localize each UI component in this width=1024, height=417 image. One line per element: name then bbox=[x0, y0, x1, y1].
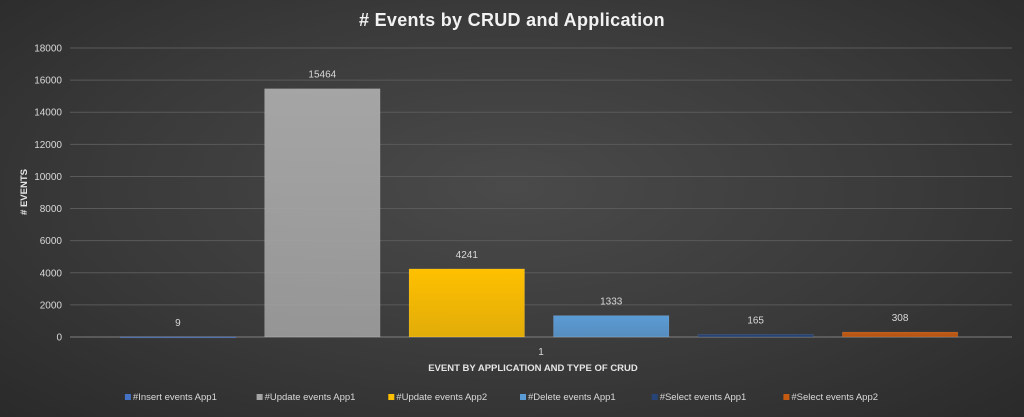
legend-item: #Update events App2 bbox=[388, 392, 487, 403]
y-tick-label: 12000 bbox=[34, 140, 62, 151]
gridlines bbox=[70, 47, 1012, 338]
legend-swatch bbox=[388, 394, 395, 400]
y-tick-label: 2000 bbox=[40, 300, 63, 311]
legend-swatch bbox=[783, 394, 790, 400]
bar bbox=[553, 315, 670, 338]
x-axis-ticks: 1 bbox=[538, 347, 544, 358]
bar bbox=[119, 336, 236, 339]
bar bbox=[408, 268, 525, 338]
bar bbox=[264, 88, 381, 338]
legend-label: #Insert events App1 bbox=[133, 392, 217, 403]
legend-label: #Update events App2 bbox=[396, 392, 487, 403]
legend-label: #Update events App1 bbox=[265, 392, 356, 403]
data-label: 165 bbox=[747, 315, 764, 326]
chart-title: # Events by CRUD and Application bbox=[359, 10, 665, 30]
legend-item: #Update events App1 bbox=[256, 392, 356, 403]
legend-item: #Insert events App1 bbox=[124, 392, 217, 403]
y-tick-label: 16000 bbox=[34, 76, 62, 87]
y-tick-label: 0 bbox=[56, 333, 62, 344]
data-labels: 9 15464 4241 1333 165 308 bbox=[175, 70, 909, 329]
legend-swatch bbox=[520, 394, 526, 400]
bars bbox=[119, 88, 959, 339]
data-label: 15464 bbox=[308, 70, 336, 81]
legend-swatch bbox=[651, 394, 658, 400]
x-tick-label: 1 bbox=[538, 347, 544, 358]
x-axis-title: EVENT BY APPLICATION AND TYPE OF CRUD bbox=[428, 363, 638, 374]
y-axis-title: # EVENTS bbox=[19, 169, 30, 215]
legend: #Insert events App1 #Update events App1 #U… bbox=[124, 392, 878, 403]
data-label: 1333 bbox=[600, 297, 623, 308]
legend-label: #Select events App2 bbox=[791, 392, 878, 403]
legend-label: #Select events App1 bbox=[660, 392, 747, 403]
y-tick-label: 8000 bbox=[40, 204, 63, 215]
y-tick-label: 14000 bbox=[34, 108, 62, 119]
bar bbox=[697, 334, 814, 338]
legend-item: #Select events App2 bbox=[783, 392, 878, 403]
y-tick-label: 6000 bbox=[40, 236, 63, 247]
y-tick-label: 10000 bbox=[34, 172, 62, 183]
y-tick-label: 4000 bbox=[40, 268, 63, 279]
data-label: 4241 bbox=[456, 250, 479, 261]
y-tick-label: 18000 bbox=[34, 44, 62, 55]
legend-item: #Delete events App1 bbox=[520, 392, 616, 403]
y-axis-ticks: 0 2000 4000 6000 8000 10000 12000 14000 16000 180… bbox=[34, 44, 62, 344]
legend-item: #Select events App1 bbox=[651, 392, 747, 403]
bar bbox=[842, 331, 959, 338]
legend-swatch bbox=[256, 394, 263, 400]
legend-swatch bbox=[124, 394, 131, 400]
data-label: 9 bbox=[175, 318, 181, 329]
data-label: 308 bbox=[892, 313, 909, 324]
legend-label: #Delete events App1 bbox=[528, 392, 616, 403]
